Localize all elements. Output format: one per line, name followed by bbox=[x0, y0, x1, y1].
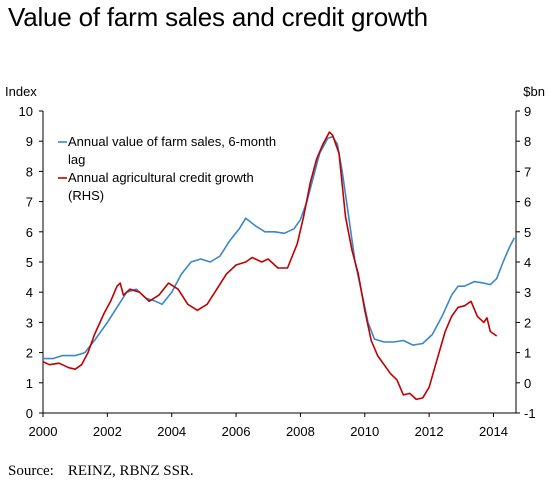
x-tick-label: 2008 bbox=[286, 424, 315, 439]
source-label: Source: bbox=[8, 463, 54, 479]
left-tick-label: 6 bbox=[26, 225, 33, 240]
x-tick-label: 2010 bbox=[350, 424, 379, 439]
series-layer bbox=[42, 131, 516, 401]
right-tick-label: 6 bbox=[524, 195, 531, 210]
right-tick-label: 5 bbox=[524, 225, 531, 240]
left-tick-label: 1 bbox=[26, 376, 33, 391]
left-tick-label: 10 bbox=[19, 104, 33, 119]
x-tick-label: 2012 bbox=[415, 424, 444, 439]
left-tick-label: 5 bbox=[26, 255, 33, 270]
source-note: Source: REINZ, RBNZ SSR. bbox=[8, 463, 194, 480]
chart-title: Value of farm sales and credit growth bbox=[8, 2, 428, 32]
right-tick-label: 2 bbox=[524, 315, 531, 330]
x-tick-label: 2004 bbox=[157, 424, 186, 439]
right-tick-label: 4 bbox=[524, 255, 531, 270]
left-axis-unit-label: Index bbox=[5, 84, 37, 99]
left-tick-label: 2 bbox=[26, 346, 33, 361]
right-tick-label: 7 bbox=[524, 164, 531, 179]
right-tick-label: 8 bbox=[524, 134, 531, 149]
axes: 0 1 2 3 4 5 6 7 8 9 10 -1 0 1 2 3 4 5 6 7 8 9 2000 2002 2004 2006… bbox=[19, 104, 536, 439]
legend-label: lag bbox=[68, 152, 85, 167]
left-tick-label: 7 bbox=[26, 195, 33, 210]
line-chart: Index $bn 0 1 2 3 4 5 6 7 8 9 10 -1 0 1 2 3 4 5 6 7 8 9 2000 20… bbox=[5, 84, 545, 439]
credit-growth-series-line bbox=[42, 131, 498, 401]
left-tick-label: 0 bbox=[26, 406, 33, 421]
x-tick-label: 2000 bbox=[29, 424, 58, 439]
right-tick-label: 0 bbox=[524, 376, 531, 391]
left-tick-label: 9 bbox=[26, 134, 33, 149]
x-tick-label: 2014 bbox=[479, 424, 508, 439]
source-text: REINZ, RBNZ SSR. bbox=[67, 463, 194, 479]
x-tick-label: 2002 bbox=[93, 424, 122, 439]
legend-label: Annual value of farm sales, 6-month bbox=[68, 134, 276, 149]
right-tick-label: -1 bbox=[524, 406, 536, 421]
right-tick-label: 3 bbox=[524, 285, 531, 300]
left-tick-label: 8 bbox=[26, 164, 33, 179]
legend-label: (RHS) bbox=[68, 188, 104, 203]
legend: Annual value of farm sales, 6-monthlagAn… bbox=[58, 134, 276, 203]
right-axis-unit-label: $bn bbox=[523, 84, 545, 99]
legend-label: Annual agricultural credit growth bbox=[68, 170, 254, 185]
left-tick-label: 4 bbox=[26, 285, 33, 300]
left-tick-label: 3 bbox=[26, 315, 33, 330]
legend-item: Annual value of farm sales, 6-month lag bbox=[58, 134, 276, 167]
x-tick-label: 2006 bbox=[222, 424, 251, 439]
right-tick-label: 1 bbox=[524, 346, 531, 361]
right-tick-label: 9 bbox=[524, 104, 531, 119]
legend-item: Annual agricultural credit growth (RHS) bbox=[58, 170, 254, 203]
